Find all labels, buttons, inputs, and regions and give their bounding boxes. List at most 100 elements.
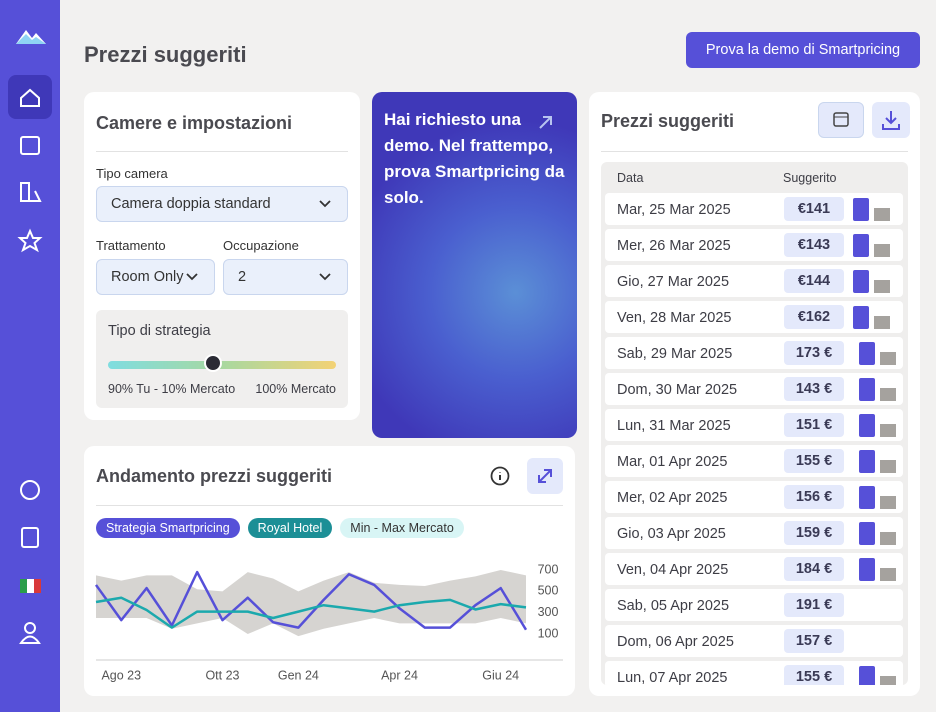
table-row: Dom, 06 Apr 2025 157 € <box>605 625 903 657</box>
icon-part <box>186 273 198 281</box>
date: Mer, 26 Mar 2025 <box>617 238 731 254</box>
y-tick-label: 100 <box>538 626 559 640</box>
suggested-bar <box>859 450 875 473</box>
table-row: Ven, 28 Mar 2025 €162 <box>605 301 903 333</box>
board-select[interactable]: Room Only <box>96 259 215 295</box>
table-row: Mar, 25 Mar 2025 €141 <box>605 193 903 225</box>
suggested-bar <box>853 270 869 293</box>
price: 156 € <box>784 485 844 509</box>
icon-part <box>21 527 39 548</box>
icon-part <box>539 116 552 129</box>
suggested-bar <box>853 198 869 221</box>
icon-part <box>833 112 849 127</box>
market-bar <box>874 208 890 221</box>
price: 191 € <box>784 593 844 617</box>
market-bar <box>874 316 890 329</box>
demo-card[interactable]: Hai richiesto una demo. Nel frattempo, p… <box>372 92 577 438</box>
price: 151 € <box>784 413 844 437</box>
x-tick-label: Gen 24 <box>278 668 319 682</box>
chevrons <box>186 200 331 281</box>
price: 143 € <box>784 377 844 401</box>
icon-part <box>319 200 331 208</box>
market-bar <box>880 532 896 545</box>
slider-handle[interactable] <box>204 354 222 372</box>
x-tick-label: Apr 24 <box>381 668 418 682</box>
market-bar <box>874 244 890 257</box>
date: Sab, 05 Apr 2025 <box>617 598 730 614</box>
chart-card: Andamento prezzi suggeriti Strategia Sma… <box>84 446 575 696</box>
divider <box>601 151 908 152</box>
icon-part <box>19 635 41 644</box>
line-chart: 100 300 500 700 Ago 23 Ott 23 Gen 24 Apr 24 Giu … <box>94 562 563 682</box>
x-tick-label: Giu 24 <box>482 668 519 682</box>
icon-part <box>24 622 36 634</box>
date: Mar, 01 Apr 2025 <box>617 454 728 470</box>
icon-part <box>20 136 40 155</box>
range-area <box>96 569 526 637</box>
suggested-bar <box>853 306 869 329</box>
label: 90% Tu - 10% Mercato <box>108 382 236 396</box>
y-tick-label: 700 <box>538 562 559 576</box>
legend-item: Strategia Smartpricing <box>96 518 240 538</box>
date: Ven, 28 Mar 2025 <box>617 310 732 326</box>
price: €144 <box>784 269 844 293</box>
column-header: Data <box>617 171 644 185</box>
icon-part <box>538 469 552 483</box>
column-header: Suggerito <box>783 171 837 185</box>
table-row: Lun, 31 Mar 2025 151 € <box>605 409 903 441</box>
table-row: Mar, 01 Apr 2025 155 € <box>605 445 903 477</box>
table-row: Mer, 02 Apr 2025 156 € <box>605 481 903 513</box>
date: Sab, 29 Mar 2025 <box>617 346 733 362</box>
series-line <box>94 570 528 631</box>
y-tick-label: 500 <box>538 584 559 598</box>
market-bar <box>880 460 896 473</box>
x-tick-label: Ago 23 <box>101 668 141 682</box>
icon-part <box>319 273 331 281</box>
prices-table: Data Suggerito Mar, 25 Mar 2025 €141 Mer, … <box>601 162 908 685</box>
expand-button[interactable] <box>527 458 563 494</box>
room-select[interactable]: Camera doppia standard <box>96 186 348 222</box>
table-row: Gio, 27 Mar 2025 €144 <box>605 265 903 297</box>
legend: Strategia Smartpricing Royal Hotel Min - M… <box>96 518 464 538</box>
label: Tipo di strategia <box>108 323 211 339</box>
date: Lun, 31 Mar 2025 <box>617 418 731 434</box>
icon-part <box>20 88 40 107</box>
demo-button[interactable]: Prova la demo di Smartpricing <box>686 32 920 68</box>
strategy-box: Tipo di strategia 90% Tu - 10% Mercato 1… <box>96 310 348 408</box>
suggested-bar <box>859 378 875 401</box>
table-row: Sab, 05 Apr 2025 191 € <box>605 589 903 621</box>
divider <box>96 151 348 152</box>
calendar-button[interactable] <box>818 102 864 138</box>
prices-card: Prezzi suggeriti Data Suggerito Mar, 25 … <box>589 92 920 696</box>
suggested-bar <box>859 558 875 581</box>
icon-part <box>490 466 510 486</box>
table-row: Dom, 30 Mar 2025 143 € <box>605 373 903 405</box>
suggested-bar <box>859 486 875 509</box>
label: 100% Mercato <box>255 382 336 396</box>
label: Tipo camera <box>96 166 168 181</box>
date: Dom, 30 Mar 2025 <box>617 382 738 398</box>
suggested-bar <box>853 234 869 257</box>
suggested-bar <box>859 666 875 685</box>
icon-part <box>538 469 552 483</box>
suggested-bar <box>859 522 875 545</box>
table-row: Gio, 03 Apr 2025 159 € <box>605 517 903 549</box>
date: Gio, 27 Mar 2025 <box>617 274 730 290</box>
card-title: Prezzi suggeriti <box>601 111 735 131</box>
sidebar <box>0 0 60 712</box>
icon-part <box>833 112 849 127</box>
info-icon[interactable] <box>489 465 511 487</box>
table-row: Sab, 29 Mar 2025 173 € <box>605 337 903 369</box>
price: 184 € <box>784 557 844 581</box>
price: 173 € <box>784 341 844 365</box>
suggested-bar <box>859 342 875 365</box>
page-title: Prezzi suggeriti <box>84 42 247 67</box>
icon-part <box>20 182 30 202</box>
market-bar <box>880 388 896 401</box>
date: Mer, 02 Apr 2025 <box>617 490 728 506</box>
market-bar <box>880 352 896 365</box>
download-button[interactable] <box>872 102 910 138</box>
date: Ven, 04 Apr 2025 <box>617 562 729 578</box>
card-title: Camere e impostazioni <box>96 113 293 133</box>
icon-part <box>882 111 900 130</box>
